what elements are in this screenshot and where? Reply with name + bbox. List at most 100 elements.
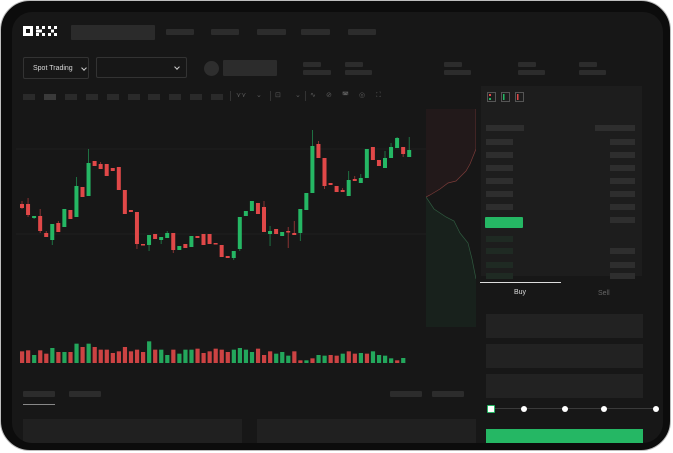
- candle-body: [237, 217, 242, 249]
- camera-icon[interactable]: ◚: [342, 92, 349, 99]
- volume-bar: [358, 353, 363, 363]
- spot-trading-select[interactable]: Spot Trading: [23, 57, 89, 79]
- divider: [270, 91, 271, 101]
- chevron-down-icon[interactable]: ⌄: [256, 92, 262, 99]
- candle-body: [122, 190, 127, 214]
- candle-body: [280, 232, 285, 236]
- candle-body: [171, 233, 176, 250]
- price-input[interactable]: [486, 314, 643, 338]
- candle-body: [328, 183, 333, 185]
- timeframe-button[interactable]: [190, 94, 202, 100]
- slider-handle[interactable]: [487, 405, 495, 413]
- total-input[interactable]: [486, 374, 643, 398]
- candle-body: [62, 209, 67, 227]
- bottom-action[interactable]: [390, 391, 422, 397]
- candle-body: [316, 144, 321, 158]
- volume-bar: [153, 349, 158, 363]
- candle-body: [86, 163, 91, 196]
- amount-input[interactable]: [486, 344, 643, 368]
- volume-bar: [346, 351, 351, 363]
- volume-bar: [62, 352, 67, 363]
- candle-body: [68, 210, 73, 219]
- nav-item[interactable]: [257, 29, 286, 35]
- volume-bar: [274, 353, 279, 363]
- volume-bar: [20, 351, 25, 363]
- candle-body: [274, 229, 279, 234]
- candle-body: [262, 207, 266, 232]
- volume-bar: [207, 351, 212, 363]
- okx-logo[interactable]: [23, 26, 61, 36]
- volume-bar: [147, 341, 152, 363]
- candle-body: [92, 161, 97, 166]
- volume-bar: [280, 352, 285, 363]
- candle-body: [310, 146, 315, 193]
- volume-bar: [255, 348, 261, 363]
- slider-step[interactable]: [521, 406, 527, 412]
- candle-body: [249, 201, 254, 211]
- volume-bar: [243, 349, 249, 363]
- depth-chart: [426, 109, 476, 327]
- line-tool-icon[interactable]: ∿: [310, 92, 316, 99]
- timeframe-button[interactable]: [148, 94, 160, 100]
- buy-tab[interactable]: Buy: [514, 289, 527, 296]
- volume-bar: [56, 352, 61, 363]
- ruler-icon[interactable]: ⊘: [326, 92, 332, 99]
- bottom-tab-active[interactable]: [23, 391, 55, 397]
- bottom-action[interactable]: [432, 391, 464, 397]
- volume-bar: [134, 349, 140, 363]
- indicator-icon[interactable]: ⋎⋎: [236, 92, 247, 99]
- slider-step[interactable]: [601, 406, 607, 412]
- pair-select[interactable]: [96, 57, 187, 78]
- fullscreen-icon[interactable]: ⛶: [376, 92, 381, 99]
- tab-underline: [23, 404, 55, 405]
- timeframe-button[interactable]: [65, 94, 77, 100]
- volume-bar: [304, 360, 309, 363]
- buy-button[interactable]: [486, 429, 643, 443]
- price-placeholder: [223, 60, 277, 76]
- candle-body: [32, 216, 37, 218]
- volume-bar: [268, 351, 273, 363]
- trading-screen: Spot Trading ⋎⋎ ⌄ ⊡ ⌄ ∿ ⊘ ◚ ◎ ⛶: [12, 12, 663, 443]
- volume-bar: [80, 347, 85, 363]
- candle-body: [44, 233, 49, 237]
- volume-bar: [159, 349, 164, 363]
- divider: [230, 91, 231, 101]
- nav-item[interactable]: [348, 29, 376, 35]
- timeframe-button[interactable]: [211, 94, 223, 100]
- timeframe-button[interactable]: [169, 94, 181, 100]
- volume-bar: [98, 349, 103, 363]
- nav-item[interactable]: [211, 29, 239, 35]
- bottom-tab[interactable]: [69, 391, 101, 397]
- volume-bar: [26, 350, 31, 363]
- candlestick-chart[interactable]: [16, 109, 426, 372]
- volume-bar: [334, 355, 339, 363]
- candle-body: [134, 212, 139, 244]
- volume-bar: [286, 355, 291, 363]
- search-bar[interactable]: [71, 25, 155, 40]
- sell-tab[interactable]: Sell: [598, 290, 610, 297]
- chevron-down-icon[interactable]: ⌄: [295, 92, 301, 99]
- slider-step[interactable]: [653, 406, 659, 412]
- candle-body: [201, 234, 206, 245]
- volume-bar: [262, 355, 267, 363]
- timeframe-button[interactable]: [128, 94, 140, 100]
- order-book: [481, 86, 642, 279]
- chart-type-icon[interactable]: ⊡: [275, 92, 281, 99]
- nav-item[interactable]: [301, 29, 330, 35]
- timeframe-button[interactable]: [23, 94, 35, 100]
- orderbook-view-toggles[interactable]: [487, 92, 531, 102]
- timeframe-button[interactable]: [107, 94, 119, 100]
- settings-icon[interactable]: ◎: [359, 92, 366, 99]
- candle-body: [165, 233, 170, 238]
- volume-bar: [44, 353, 49, 363]
- candle-body: [147, 235, 152, 245]
- nav-item[interactable]: [166, 29, 194, 35]
- volume-bar: [383, 355, 388, 363]
- timeframe-button[interactable]: [86, 94, 98, 100]
- volume-bar: [352, 353, 357, 363]
- candle-body: [286, 231, 291, 233]
- volume-bar: [340, 353, 345, 363]
- slider-step[interactable]: [562, 406, 568, 412]
- timeframe-button[interactable]: [44, 94, 56, 100]
